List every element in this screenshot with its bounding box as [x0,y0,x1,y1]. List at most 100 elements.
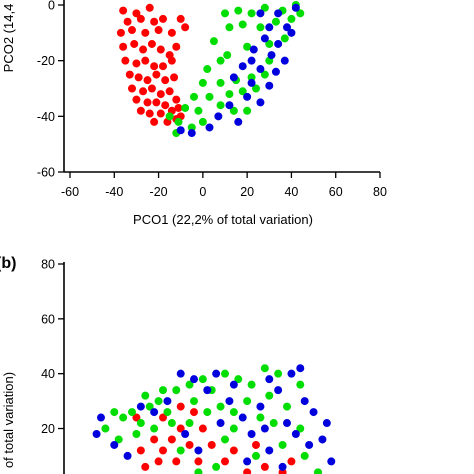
panel-b-point-green [234,375,243,384]
panel-a-point-red [145,109,154,118]
panel-b-point-green [212,462,221,471]
panel-a-point-blue [291,3,300,12]
panel-b-point-green [185,419,194,428]
panel-b-point-red [185,440,194,449]
panel-b-point-blue [256,402,265,411]
panel-a-point-blue [238,62,247,71]
panel-a-point-red [152,98,161,107]
panel-a-point-red [161,101,170,110]
panel-a-point-red [121,56,130,65]
panel-a-point-green [205,92,214,101]
panel-a-point-red [152,70,161,79]
panel-b-point-green [101,424,110,433]
panel-a-point-red [132,59,141,68]
panel-a-point-red [147,84,156,93]
panel-a-point-green [243,106,252,115]
panel-b-point-blue [296,364,305,373]
panel-a-point-blue [234,117,243,126]
panel-b-point-blue [243,457,252,466]
panel-a-point-blue [260,34,269,43]
panel-a-y-tick-label: 0 [48,0,55,13]
panel-b-point-green [274,369,283,378]
panel-a-x-tick-label: 80 [373,185,387,199]
panel-a-point-red [125,70,134,79]
panel-b-point-green [229,408,238,417]
panel-a-x-axis-title: PCO1 (22,2% of total variation) [133,212,313,227]
panel-b-point-green [189,397,198,406]
panel-b-point-blue [247,429,256,438]
panel-a-point-green [194,106,203,115]
panel-a-point-red [145,3,154,12]
panel-a-point-blue [265,23,274,32]
panel-a-point-red [158,62,167,71]
panel-b-point-green [203,408,212,417]
panel-b-point-blue [176,369,185,378]
panel-b-point-red [189,408,198,417]
panel-b-point-blue [123,451,132,460]
panel-a-point-green [225,90,234,99]
panel-b-point-red [154,457,163,466]
panel-a-point-red [156,90,165,99]
panel-a-point-blue [256,9,265,18]
panel-b-point-green [194,468,203,474]
panel-a-point-blue [225,101,234,110]
panel-a-point-blue [271,67,280,76]
panel-b-point-red [194,457,203,466]
panel-a-point-blue [282,23,291,32]
panel-b-point-green [296,380,305,389]
panel-a-point-blue [247,56,256,65]
panel-a-point-red [136,106,145,115]
panel-b-point-blue [282,419,291,428]
panel-b-point-green [136,419,145,428]
panel-b-point-red [158,446,167,455]
panel-b-point-blue [278,462,287,471]
panel-b-point-blue [229,380,238,389]
panel-a-point-red [181,23,190,32]
panel-a-point-green [189,92,198,101]
panel-b-point-red [150,435,159,444]
panel-b-point-blue [181,429,190,438]
panel-b-y-tick-label: 60 [41,312,55,326]
panel-b-y-tick-label: 80 [41,258,55,272]
panel-a-point-green [216,101,225,110]
panel-b-point-red [136,446,145,455]
panel-a-point-green [174,117,183,126]
panel-a-point-blue [214,112,223,121]
panel-b-point-green [172,386,181,395]
panel-a-x-tick-label: -60 [61,185,79,199]
panel-a: -60 -40 -20 0 20 40 60 80 0 -20 -40 -60 PCO1 (22,2%… [1,0,387,227]
panel-a-point-red [147,39,156,48]
panel-b-point-blue [300,397,309,406]
panel-b-point-green [282,402,291,411]
panel-b-point-red [220,457,229,466]
panel-a-point-red [141,28,150,37]
panel-a-point-green [203,65,212,74]
panel-b-point-green [119,413,128,422]
panel-a-point-blue [243,92,252,101]
panel-a-point-green [220,9,229,18]
panel-b-point-green [114,435,123,444]
panel-b-point-green [265,391,274,400]
panel-a-point-red [176,14,185,23]
panel-b-point-red [260,462,269,471]
panel-a-point-red [156,109,165,118]
panel-b-point-blue [309,408,318,417]
panel-a-point-red [158,14,167,23]
panel-a-point-green [229,106,238,115]
panel-a-point-green [225,23,234,32]
panel-b-point-blue [322,419,331,428]
panel-a-point-red [116,28,125,37]
panel-b-point-green [145,402,154,411]
panel-a-point-red [143,98,152,107]
panel-a-point-green [198,117,207,126]
panel-a-point-green [260,70,269,79]
panel-b-point-blue [225,397,234,406]
panel-b-point-green [256,413,265,422]
panel-b-point-green [127,408,136,417]
panel-a-point-blue [287,28,296,37]
panel-a-point-red [172,42,181,51]
panel-b-point-blue [163,397,172,406]
panel-a-point-green [234,6,243,15]
panel-a-point-green [165,112,174,121]
